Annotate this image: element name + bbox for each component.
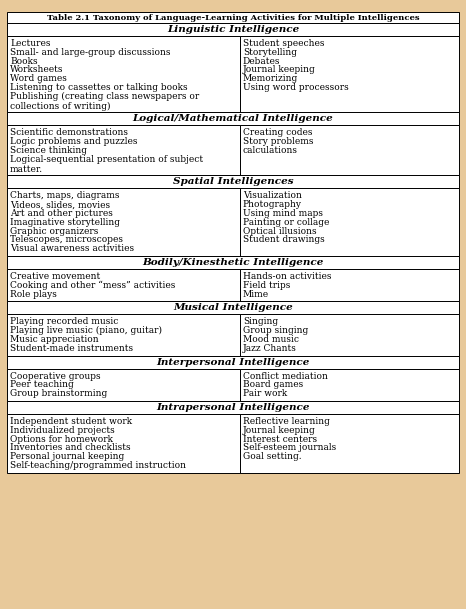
Text: Charts, maps, diagrams: Charts, maps, diagrams [10,191,119,200]
Text: Creating codes: Creating codes [243,128,312,138]
Text: Self-esteem journals: Self-esteem journals [243,443,336,452]
Bar [240,414,459,473]
Text: Inventories and checklists: Inventories and checklists [10,443,130,452]
Text: Graphic organizers: Graphic organizers [10,227,98,236]
Text: Conflict mediation: Conflict mediation [243,371,328,381]
Text: Scientific demonstrations: Scientific demonstrations [10,128,128,138]
Text: Story problems: Story problems [243,137,313,146]
Text: Using mind maps: Using mind maps [243,209,323,218]
Bar [7,12,459,23]
Text: Photography: Photography [243,200,302,209]
Bar [7,269,240,301]
Bar [7,256,459,269]
Bar [7,356,459,368]
Text: Group singing: Group singing [243,326,308,335]
Text: Memorizing: Memorizing [243,74,298,83]
Text: Visual awareness activities: Visual awareness activities [10,244,134,253]
Text: Cooperative groups: Cooperative groups [10,371,101,381]
Text: Musical Intelligence: Musical Intelligence [173,303,293,312]
Text: calculations: calculations [243,146,298,155]
Text: Field trips: Field trips [243,281,290,290]
Bar [7,175,459,188]
Text: Independent student work: Independent student work [10,417,132,426]
Text: Group brainstorming: Group brainstorming [10,389,107,398]
Text: Journal keeping: Journal keeping [243,426,315,435]
Text: Bodily/Kinesthetic Intelligence: Bodily/Kinesthetic Intelligence [142,258,324,267]
Bar [7,414,240,473]
Text: Logical/Mathematical Intelligence: Logical/Mathematical Intelligence [133,114,333,124]
Text: Visualization: Visualization [243,191,302,200]
Text: Role plays: Role plays [10,290,57,298]
Text: Hands-on activities: Hands-on activities [243,272,331,281]
Text: Cooking and other “mess” activities: Cooking and other “mess” activities [10,281,175,290]
Text: Small- and large-group discussions: Small- and large-group discussions [10,48,171,57]
Text: Interpersonal Intelligence: Interpersonal Intelligence [156,357,310,367]
Text: Playing recorded music: Playing recorded music [10,317,118,326]
Text: Science thinking: Science thinking [10,146,87,155]
Text: Lectures: Lectures [10,39,50,48]
Text: Debates: Debates [243,57,280,66]
Text: Storytelling: Storytelling [243,48,297,57]
Bar [7,188,240,256]
Text: Personal journal keeping: Personal journal keeping [10,452,124,461]
Bar [7,301,459,314]
Text: Pair work: Pair work [243,389,287,398]
Text: Journal keeping: Journal keeping [243,65,315,74]
Text: Table 2.1 Taxonomy of Language-Learning Activities for Multiple Intelligences: Table 2.1 Taxonomy of Language-Learning … [47,13,419,21]
Bar [240,269,459,301]
Bar [7,125,240,175]
Text: Music appreciation: Music appreciation [10,335,99,344]
Bar [7,401,459,414]
Text: Logic problems and puzzles: Logic problems and puzzles [10,137,137,146]
Text: Linguistic Intelligence: Linguistic Intelligence [167,25,299,34]
Text: Listening to cassettes or talking books: Listening to cassettes or talking books [10,83,188,92]
Bar [7,23,459,36]
Text: Student drawings: Student drawings [243,236,324,244]
Text: Videos, slides, movies: Videos, slides, movies [10,200,110,209]
Text: Playing live music (piano, guitar): Playing live music (piano, guitar) [10,326,162,336]
Text: Peer teaching: Peer teaching [10,381,74,389]
Text: Mime: Mime [243,290,269,298]
Text: Imaginative storytelling: Imaginative storytelling [10,218,120,227]
Text: Self-teaching/programmed instruction: Self-teaching/programmed instruction [10,461,186,470]
Text: Art and other pictures: Art and other pictures [10,209,113,218]
Text: Optical illusions: Optical illusions [243,227,316,236]
Bar [240,314,459,356]
Bar [240,368,459,401]
Text: Using word processors: Using word processors [243,83,349,92]
Text: Publishing (creating class newspapers or
collections of writing): Publishing (creating class newspapers or… [10,92,199,111]
Bar [240,188,459,256]
Text: Jazz Chants: Jazz Chants [243,344,297,353]
Bar [7,368,240,401]
Text: Creative movement: Creative movement [10,272,100,281]
Text: Painting or collage: Painting or collage [243,218,329,227]
Text: Interest centers: Interest centers [243,435,317,443]
Text: Singing: Singing [243,317,278,326]
Text: Individualized projects: Individualized projects [10,426,115,435]
Text: Student speeches: Student speeches [243,39,324,48]
Bar [240,125,459,175]
Bar [7,36,240,113]
Text: Worksheets: Worksheets [10,65,63,74]
Text: Board games: Board games [243,381,303,389]
Text: Intrapersonal Intelligence: Intrapersonal Intelligence [156,403,310,412]
Text: Logical-sequential presentation of subject
matter.: Logical-sequential presentation of subje… [10,155,203,174]
Bar [240,36,459,113]
Text: Options for homework: Options for homework [10,435,113,443]
Text: Goal setting.: Goal setting. [243,452,302,461]
Text: Spatial Intelligences: Spatial Intelligences [173,177,293,186]
Text: Books: Books [10,57,38,66]
Text: Telescopes, microscopes: Telescopes, microscopes [10,236,123,244]
Text: Word games: Word games [10,74,67,83]
Bar [7,113,459,125]
Text: Reflective learning: Reflective learning [243,417,329,426]
Bar [7,314,240,356]
Text: Mood music: Mood music [243,335,299,344]
Text: Student-made instruments: Student-made instruments [10,344,133,353]
